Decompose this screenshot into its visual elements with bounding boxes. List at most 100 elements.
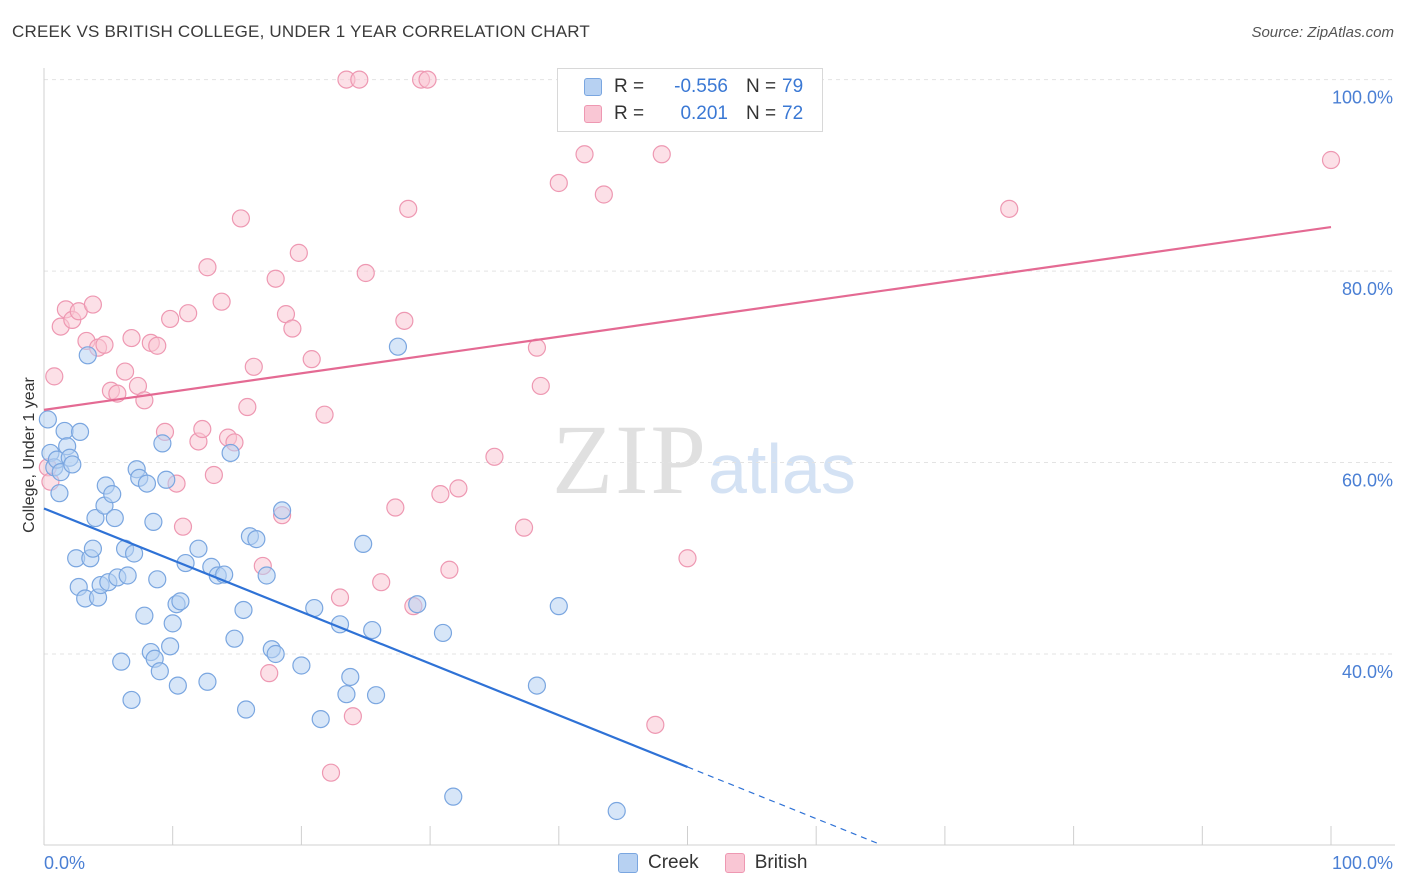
creek-point <box>272 501 292 520</box>
british-point <box>83 295 103 314</box>
creek-point <box>63 455 82 474</box>
legend-n-value: 79 <box>782 76 804 97</box>
creek-point <box>311 709 330 729</box>
x-ticks <box>43 826 1332 845</box>
legend-swatch-british <box>584 105 602 123</box>
x-tick-label: 0.0% <box>44 853 85 873</box>
legend-n-value: 72 <box>782 103 804 124</box>
british-point <box>193 419 212 439</box>
legend-swatch-creek <box>584 78 602 96</box>
creek-point <box>171 592 190 611</box>
creek-point <box>247 530 266 549</box>
creek-points <box>38 337 626 821</box>
creek-point <box>105 508 124 528</box>
legend-r-value: 0.201 <box>680 103 728 124</box>
creek-point <box>198 672 217 691</box>
x-tick-labels: 0.0% 100.0% <box>44 853 1393 873</box>
british-point <box>231 209 251 228</box>
y-tick-label: 40.0% <box>1342 662 1393 682</box>
british-point <box>283 319 302 338</box>
creek-point <box>292 656 311 675</box>
british-point <box>678 549 697 568</box>
british-swatch <box>724 853 745 873</box>
creek-point <box>137 474 157 493</box>
british-point <box>260 664 279 683</box>
watermark: ZIPatlas <box>552 402 856 517</box>
british-point <box>514 518 534 537</box>
creek-trend-line <box>43 507 688 768</box>
watermark-atlas: atlas <box>708 430 856 508</box>
creek-point <box>70 422 90 441</box>
british-point <box>1000 199 1019 218</box>
bottom-legend: Creek British <box>618 852 833 874</box>
creek-point <box>337 685 356 704</box>
bottom-legend-creek[interactable]: Creek <box>618 852 699 874</box>
trend-lines <box>43 225 1332 846</box>
creek-point <box>118 566 137 585</box>
creek-point <box>157 470 176 489</box>
creek-point <box>148 570 167 589</box>
creek-point <box>55 421 74 441</box>
british-point <box>485 447 504 466</box>
british-point <box>440 560 459 579</box>
axes <box>43 68 1395 846</box>
creek-point <box>163 614 182 633</box>
british-point <box>321 763 341 782</box>
creek-point <box>363 620 382 640</box>
creek-point <box>234 600 253 620</box>
creek-point <box>50 484 69 503</box>
creek-point <box>221 443 240 463</box>
british-point <box>302 350 321 369</box>
british-point <box>343 707 362 726</box>
creek-point <box>78 346 97 365</box>
creek-point <box>607 801 626 821</box>
legend-n-label: N = <box>746 76 777 97</box>
creek-point <box>83 539 103 558</box>
british-point <box>449 479 468 498</box>
british-point <box>372 573 391 592</box>
british-points <box>38 70 1341 782</box>
legend-r-label: R = <box>614 76 645 97</box>
british-point <box>431 485 450 504</box>
british-point <box>418 70 437 89</box>
british-point <box>238 397 257 417</box>
british-point <box>289 243 308 262</box>
creek-point <box>103 485 122 504</box>
british-point <box>549 173 568 193</box>
creek-point <box>236 700 256 719</box>
x-tick-label: 100.0% <box>1332 853 1393 873</box>
creek-point <box>341 667 360 687</box>
british-point <box>179 304 198 323</box>
creek-point <box>225 629 244 648</box>
british-point <box>646 715 665 734</box>
creek-point <box>112 652 131 671</box>
creek-point <box>527 676 547 695</box>
creek-swatch <box>618 853 638 873</box>
creek-point <box>150 662 169 681</box>
creek-point <box>189 539 208 558</box>
creek-point <box>168 676 187 695</box>
creek-point <box>366 686 386 705</box>
legend-row-creek: R = -0.556 N = 79 <box>584 74 803 100</box>
british-point <box>266 269 285 288</box>
chart-title: CREEK VS BRITISH COLLEGE, UNDER 1 YEAR C… <box>12 22 590 41</box>
british-trend-line <box>43 225 1332 411</box>
british-point <box>122 328 141 348</box>
creek-point <box>433 623 453 643</box>
legend-r-label: R = <box>614 103 645 124</box>
british-point <box>330 588 350 607</box>
british-point <box>45 367 64 386</box>
legend-r-value: -0.556 <box>674 76 728 97</box>
creek-point <box>153 434 172 453</box>
bottom-legend-british[interactable]: British <box>724 852 807 874</box>
creek-point <box>444 787 463 806</box>
creek-point <box>122 690 141 710</box>
creek-point <box>549 597 568 616</box>
y-tick-label: 100.0% <box>1332 88 1393 108</box>
creek-label: Creek <box>648 852 699 873</box>
creek-point <box>257 566 276 585</box>
british-point <box>115 362 135 381</box>
creek-point <box>388 337 408 356</box>
y-axis-title: College, Under 1 year <box>21 377 38 533</box>
